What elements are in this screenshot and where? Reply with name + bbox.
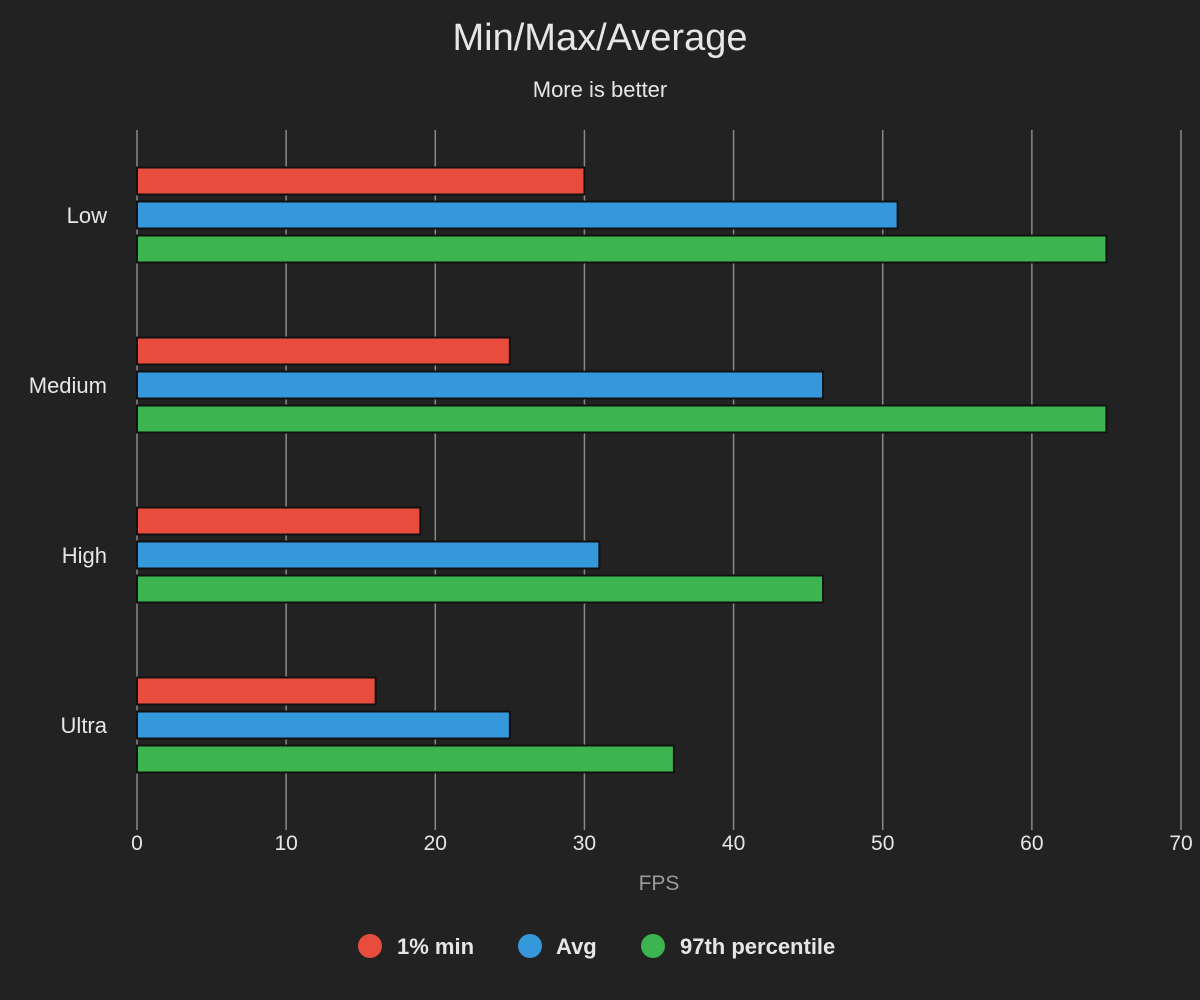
bar-low-p97 — [136, 234, 1108, 264]
chart-subtitle: More is better — [533, 77, 668, 102]
x-tick-label: 30 — [573, 832, 596, 855]
x-tick-label: 60 — [1020, 832, 1043, 855]
x-tick-label: 40 — [722, 832, 745, 855]
bar-high-min — [136, 506, 422, 536]
legend-label-avg: Avg — [556, 934, 597, 959]
bar-high-avg — [136, 540, 601, 570]
x-tick-label: 50 — [871, 832, 894, 855]
legend-marker-min — [358, 934, 382, 958]
chart-title: Min/Max/Average — [453, 17, 748, 59]
legend-marker-p97 — [641, 934, 665, 958]
bar-medium-p97 — [136, 404, 1108, 434]
bar-medium-min — [136, 336, 511, 366]
legend-label-p97: 97th percentile — [680, 934, 835, 959]
y-tick-label: Ultra — [61, 713, 108, 738]
bar-ultra-p97 — [136, 744, 675, 774]
bars — [136, 166, 1108, 774]
y-tick-label: High — [62, 543, 107, 568]
x-axis-ticks: 0 10 20 30 40 50 60 70 — [131, 832, 1193, 855]
legend: 1% min Avg 97th percentile — [358, 934, 835, 959]
y-axis-ticks: Low Medium High Ultra — [29, 203, 108, 738]
bar-ultra-avg — [136, 710, 511, 740]
legend-label-min: 1% min — [397, 934, 474, 959]
x-axis-label: FPS — [639, 872, 680, 895]
x-tick-label: 0 — [131, 832, 143, 855]
x-tick-label: 20 — [424, 832, 447, 855]
x-tick-label: 70 — [1169, 832, 1192, 855]
bar-high-p97 — [136, 574, 825, 604]
x-tick-label: 10 — [274, 832, 297, 855]
bar-ultra-min — [136, 676, 377, 706]
bar-low-min — [136, 166, 586, 196]
y-tick-label: Medium — [29, 373, 107, 398]
bar-low-avg — [136, 200, 899, 230]
y-tick-label: Low — [67, 203, 107, 228]
bar-medium-avg — [136, 370, 825, 400]
legend-marker-avg — [518, 934, 542, 958]
